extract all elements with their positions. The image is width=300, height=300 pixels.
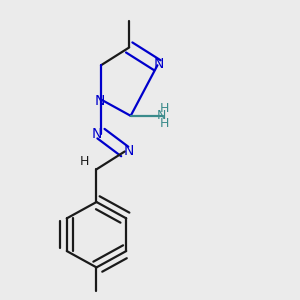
Text: N: N (94, 94, 105, 108)
Text: N: N (91, 127, 102, 141)
Text: H: H (160, 117, 170, 130)
Text: N: N (157, 109, 167, 122)
Text: H: H (80, 155, 89, 168)
Text: H: H (160, 102, 170, 115)
Text: N: N (124, 145, 134, 158)
Text: N: N (154, 57, 164, 71)
